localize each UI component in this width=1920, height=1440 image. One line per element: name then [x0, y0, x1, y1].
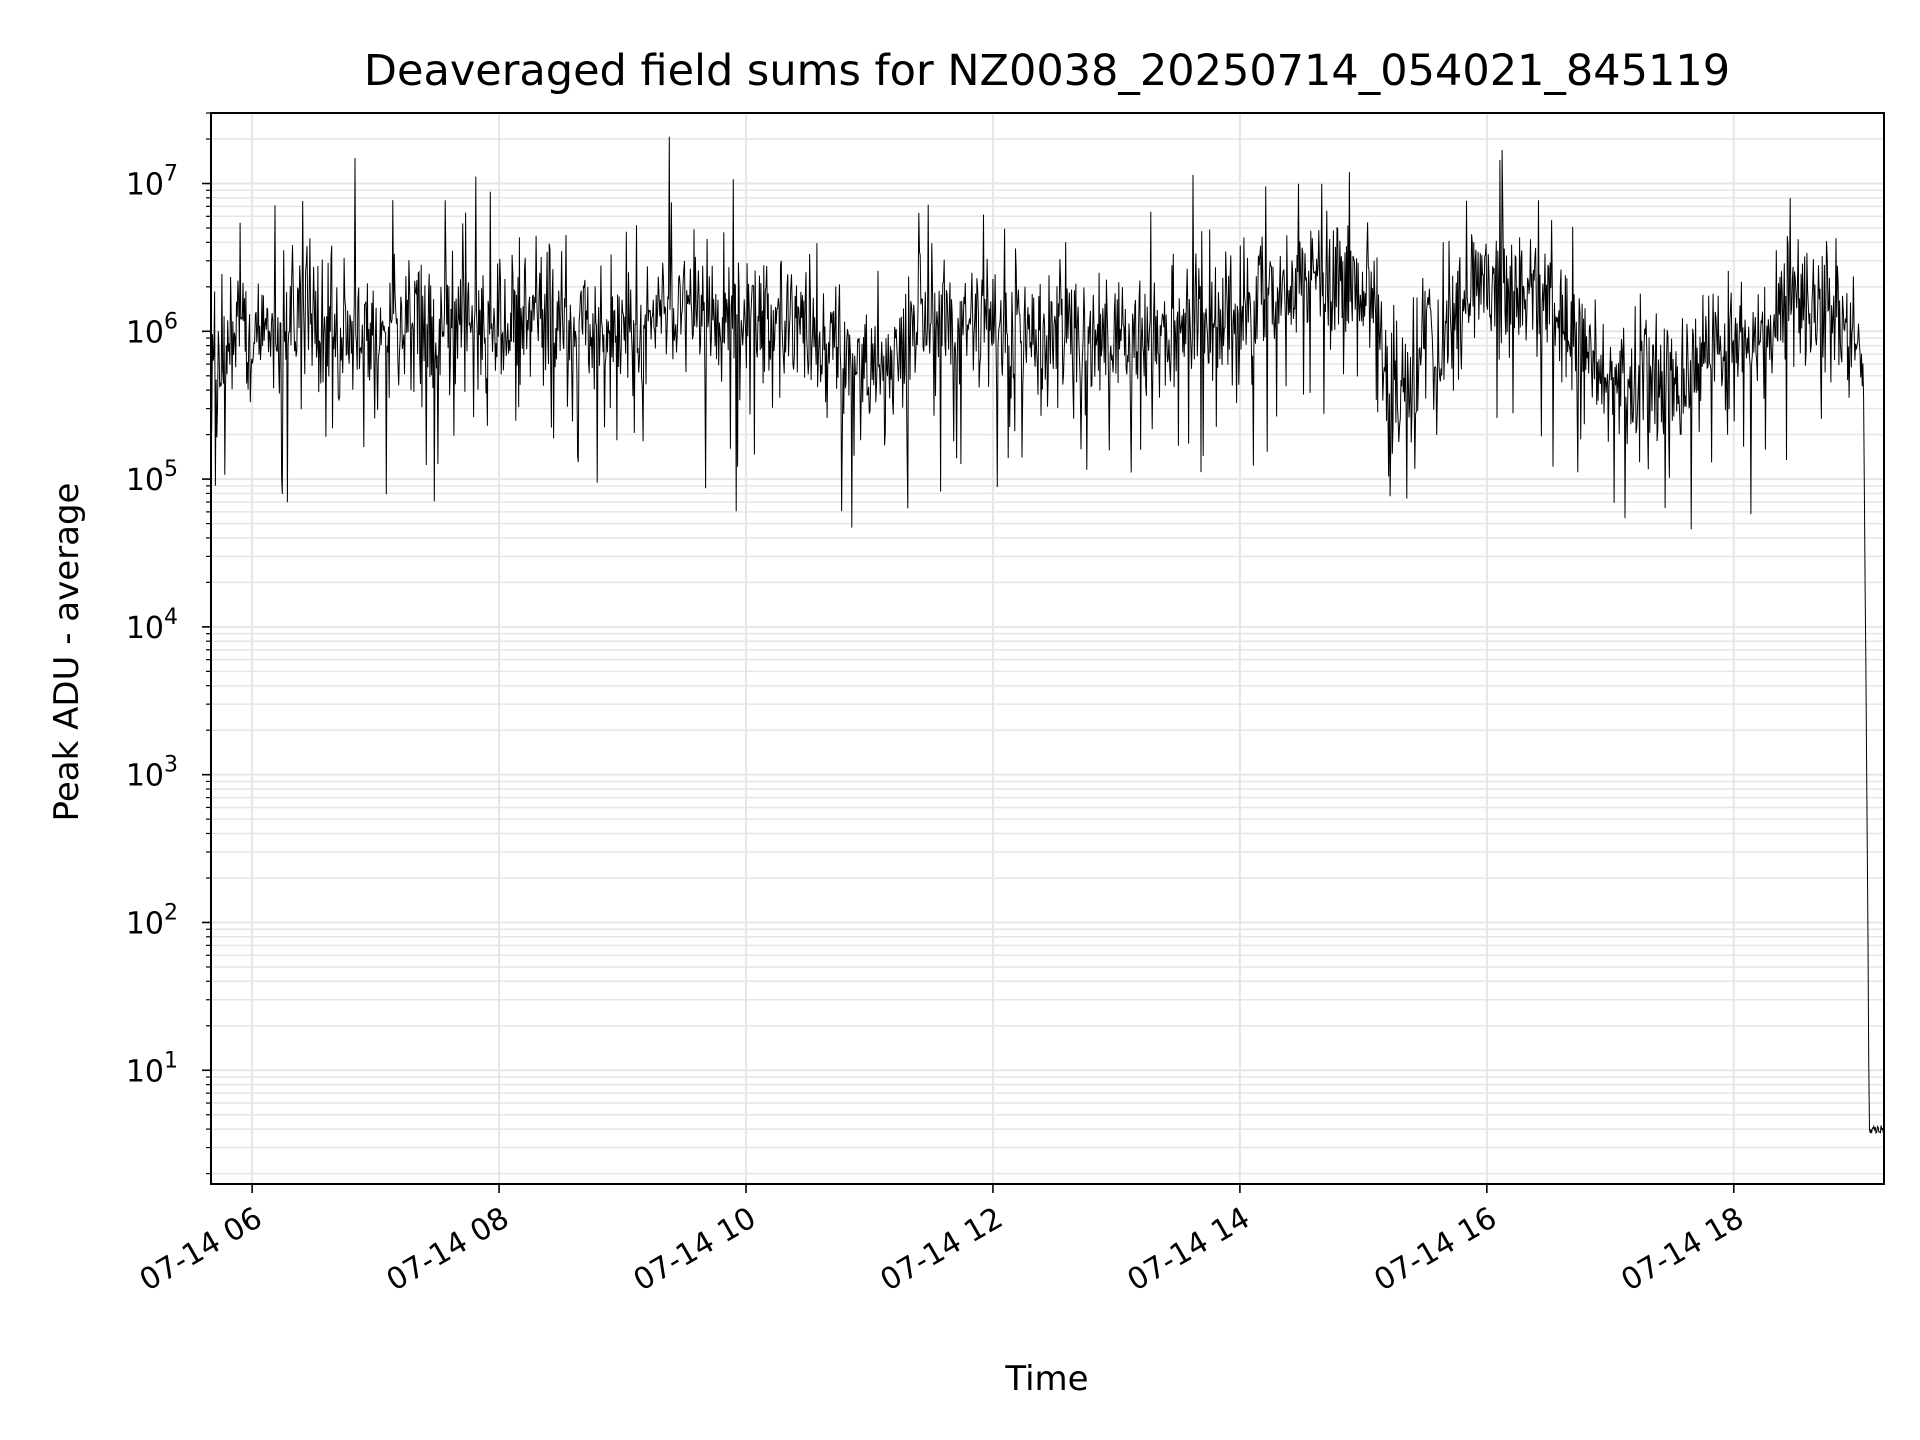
- y-tick-label: 104: [126, 605, 178, 646]
- y-tick-label: 106: [126, 309, 178, 350]
- y-tick-label: 105: [126, 457, 178, 498]
- plot-area: [211, 136, 1884, 1135]
- x-axis-label: Time: [1004, 1359, 1088, 1399]
- series-line: [211, 136, 1884, 1135]
- y-axis-label: Peak ADU - average: [47, 483, 87, 822]
- y-tick-label: 102: [126, 900, 178, 941]
- y-axis: 101 102 103 104 105 106 107: [126, 112, 211, 1175]
- plot-frame: [210, 112, 1885, 1185]
- y-tick-label: 103: [126, 753, 178, 794]
- y-tick-label: 107: [126, 162, 178, 203]
- chart-title: Deaveraged field sums for NZ0038_2025071…: [364, 46, 1730, 96]
- y-tick-label: 101: [126, 1048, 178, 1089]
